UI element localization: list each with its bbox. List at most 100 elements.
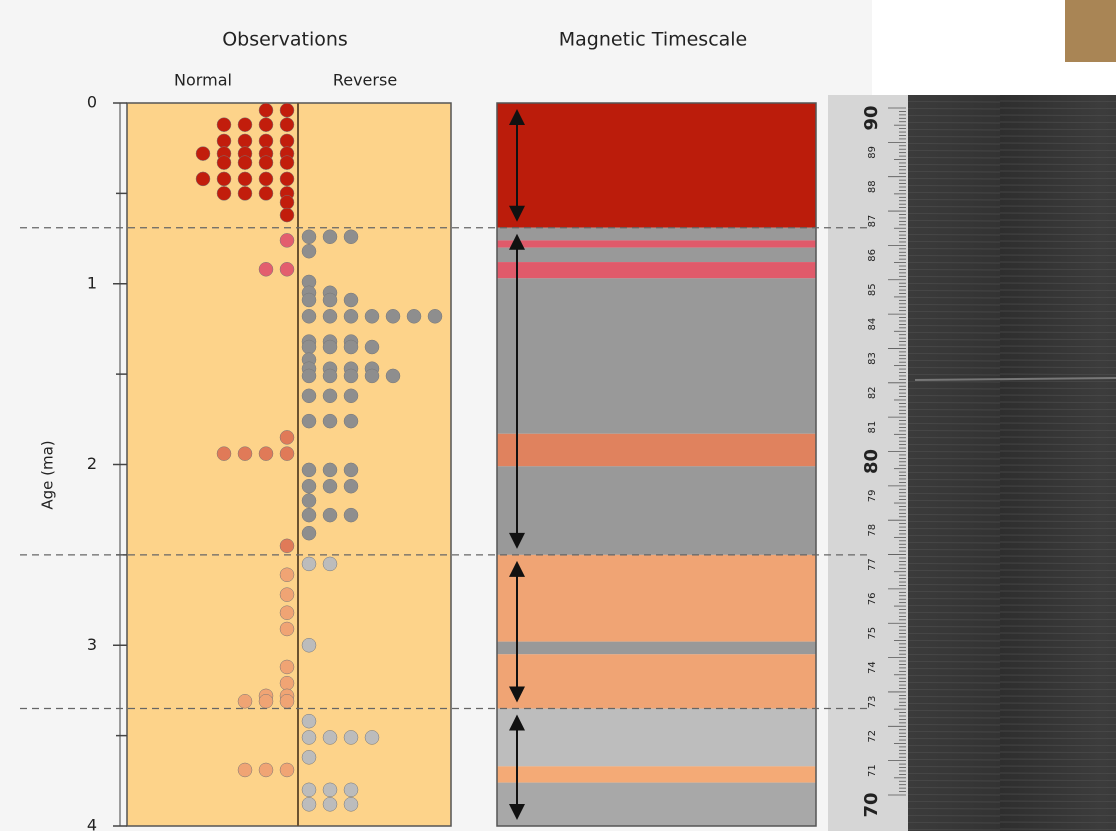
reverse-observation xyxy=(365,369,379,383)
ruler-label: 77 xyxy=(867,558,878,571)
ruler-label: 70 xyxy=(861,792,882,817)
reverse-observation xyxy=(344,797,358,811)
polarity-band xyxy=(497,654,816,708)
reverse-observation xyxy=(302,340,316,354)
corner-photo xyxy=(1065,0,1116,62)
normal-observation xyxy=(280,172,294,186)
reverse-observation xyxy=(302,508,316,522)
normal-observation xyxy=(280,233,294,247)
polarity-band xyxy=(497,642,816,655)
reverse-observation xyxy=(302,230,316,244)
reverse-observation xyxy=(323,730,337,744)
normal-observation xyxy=(280,195,294,209)
normal-observation xyxy=(259,447,273,461)
reverse-observation xyxy=(344,340,358,354)
polarity-band xyxy=(497,434,816,467)
ruler-label: 86 xyxy=(867,249,878,262)
normal-observation xyxy=(259,262,273,276)
normal-observation xyxy=(280,447,294,461)
normal-observation xyxy=(259,172,273,186)
reverse-observation xyxy=(344,479,358,493)
polarity-band xyxy=(497,783,816,826)
y-tick-label: 1 xyxy=(87,273,97,292)
y-tick-label: 4 xyxy=(87,816,97,832)
normal-observation xyxy=(280,588,294,602)
reverse-observation xyxy=(344,389,358,403)
normal-observation xyxy=(217,186,231,200)
reverse-observation xyxy=(302,369,316,383)
reverse-observation xyxy=(323,309,337,323)
polarity-band xyxy=(497,466,816,555)
reverse-observation xyxy=(323,389,337,403)
ruler-label: 72 xyxy=(867,730,878,743)
polarity-band xyxy=(497,228,816,241)
ruler-label: 82 xyxy=(867,386,878,399)
reverse-observation xyxy=(302,526,316,540)
column-label: Normal xyxy=(174,71,232,90)
reverse-observation xyxy=(344,730,358,744)
reverse-observation xyxy=(323,293,337,307)
reverse-observation xyxy=(302,479,316,493)
ruler-label: 88 xyxy=(867,180,878,193)
polarity-band xyxy=(497,248,816,262)
normal-observation xyxy=(280,606,294,620)
reverse-observation xyxy=(302,309,316,323)
polarity-band xyxy=(497,555,816,642)
ruler-label: 71 xyxy=(867,764,878,777)
normal-observation xyxy=(259,763,273,777)
reverse-observation xyxy=(323,414,337,428)
normal-observation xyxy=(280,430,294,444)
reverse-observation xyxy=(344,293,358,307)
reverse-observation xyxy=(344,414,358,428)
panel-title: Magnetic Timescale xyxy=(559,29,748,51)
column-label: Reverse xyxy=(333,71,397,90)
polarity-band xyxy=(497,766,816,782)
panel-title: Observations xyxy=(222,29,348,51)
normal-observation xyxy=(259,134,273,148)
normal-observation xyxy=(280,208,294,222)
ruler-label: 73 xyxy=(867,696,878,709)
ruler-label: 85 xyxy=(867,283,878,296)
polarity-band xyxy=(497,278,816,433)
normal-observation xyxy=(280,118,294,132)
normal-observation xyxy=(280,622,294,636)
reverse-observation xyxy=(302,797,316,811)
core-photo xyxy=(908,95,1116,831)
normal-observation xyxy=(259,694,273,708)
reverse-observation xyxy=(323,463,337,477)
ruler-label: 79 xyxy=(867,489,878,502)
polarity-band xyxy=(497,709,816,767)
reverse-observation xyxy=(407,309,421,323)
ruler-label: 87 xyxy=(867,215,878,228)
ruler-label: 80 xyxy=(861,449,882,474)
figure: Observations Magnetic Timescale Normal R… xyxy=(0,0,1116,831)
normal-observation xyxy=(238,134,252,148)
normal-observation xyxy=(238,172,252,186)
reverse-observation xyxy=(302,557,316,571)
reverse-observation xyxy=(302,638,316,652)
reverse-observation xyxy=(302,414,316,428)
normal-observation xyxy=(259,118,273,132)
ruler-label: 83 xyxy=(867,352,878,365)
y-tick-label: 2 xyxy=(87,454,97,473)
ruler-label: 81 xyxy=(867,421,878,434)
normal-observation xyxy=(238,694,252,708)
normal-observation xyxy=(196,172,210,186)
reverse-observation xyxy=(323,230,337,244)
reverse-observation xyxy=(302,750,316,764)
reverse-observation xyxy=(386,309,400,323)
normal-observation xyxy=(280,103,294,117)
polarity-band xyxy=(497,103,816,228)
ruler-label: 78 xyxy=(867,524,878,537)
normal-observation xyxy=(238,447,252,461)
normal-observation xyxy=(238,156,252,170)
reverse-observation xyxy=(323,369,337,383)
normal-observation xyxy=(238,763,252,777)
ruler-label: 89 xyxy=(867,146,878,159)
normal-observation xyxy=(217,118,231,132)
reverse-observation xyxy=(365,309,379,323)
normal-observation xyxy=(280,676,294,690)
normal-observation xyxy=(280,539,294,553)
normal-observation xyxy=(259,156,273,170)
reverse-observation xyxy=(302,463,316,477)
